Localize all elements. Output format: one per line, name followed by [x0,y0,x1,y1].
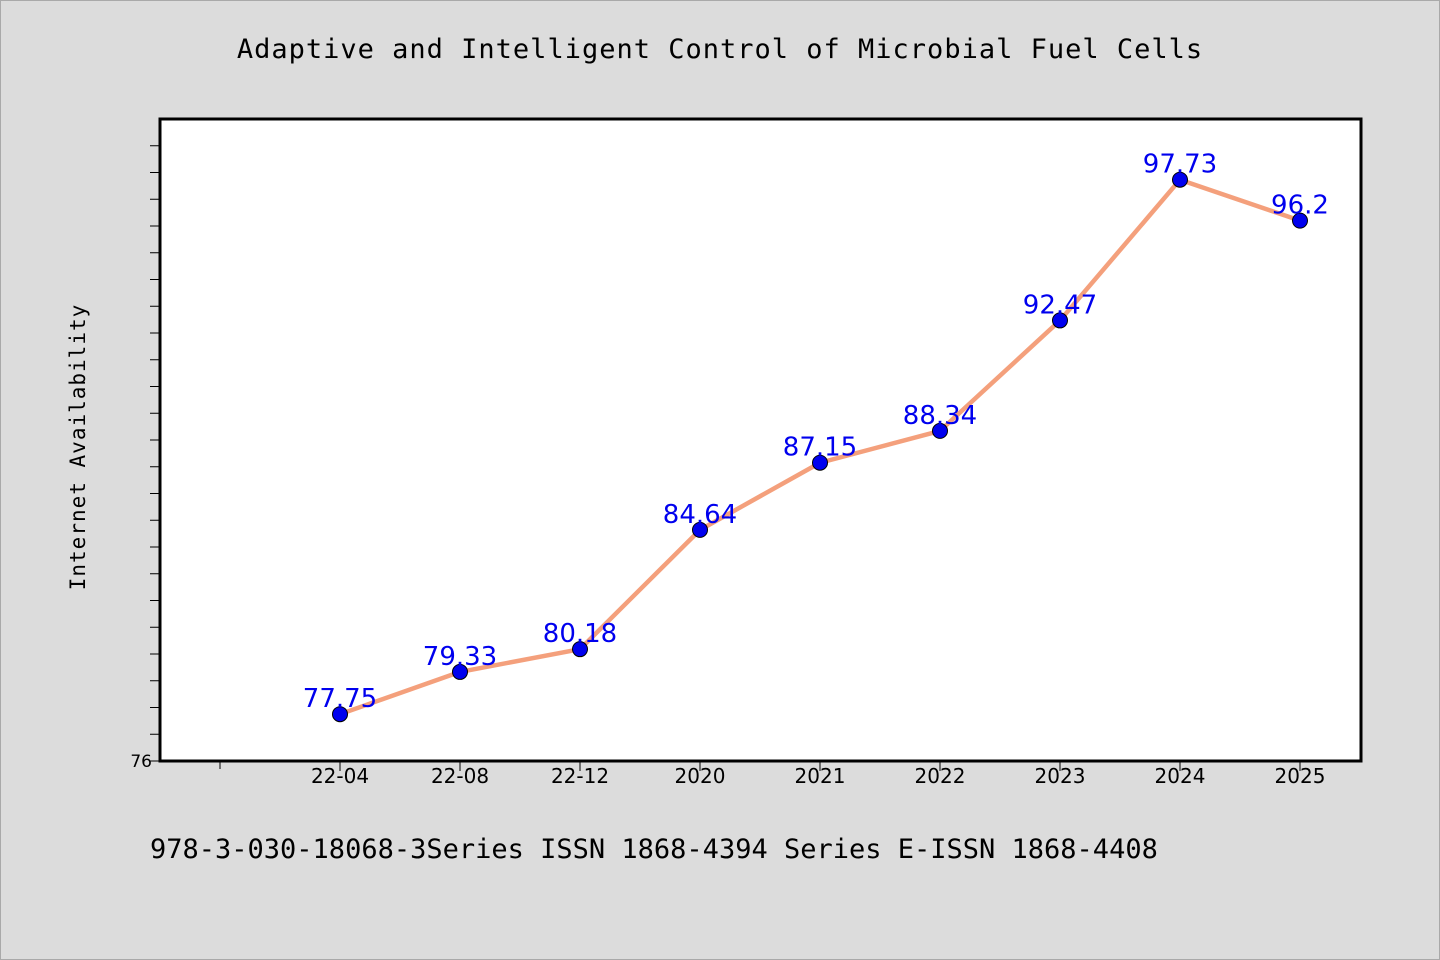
footer-isbn-text: 978-3-030-18068-3Series ISSN 1868-4394 S… [150,834,1158,865]
series-group: 77.75 79.33 80.18 84.64 87.15 88.34 92.47 97.73… [303,150,1329,723]
x-tick-label: 2021 [795,764,846,788]
data-point [1292,212,1308,229]
data-label: 77.75 [303,684,377,714]
data-label: 84.64 [663,500,737,530]
x-tick-label: 2020 [675,764,726,788]
chart-title: Adaptive and Intelligent Control of Micr… [236,34,1204,65]
x-tick-label: 2024 [1155,764,1206,788]
x-tick-label: 2025 [1275,764,1326,788]
data-label: 80.18 [543,619,617,649]
x-tick-label: 22-08 [431,764,489,788]
x-tick-label: 2022 [915,764,966,788]
data-label: 97.73 [1143,150,1217,180]
plot-area [158,117,1363,763]
data-label: 92.47 [1023,290,1097,320]
y-tick-label: 76 [130,752,152,772]
x-tick-label: 2023 [1035,764,1086,788]
x-tick-label: 22-04 [311,764,369,788]
x-axis-ticks: 22-04 22-08 22-12 2020 2021 2022 2023 2024 2025 [219,761,1326,788]
data-point [452,663,468,680]
y-axis-ticks: 76 [130,145,160,772]
data-point [812,454,828,471]
data-point [692,521,708,538]
data-label: 96.2 [1271,191,1329,221]
x-tick-label: 22-12 [551,764,609,788]
data-label: 88.34 [903,401,977,431]
data-point [1172,171,1188,188]
data-label: 87.15 [783,433,857,463]
data-label: 79.33 [423,642,497,672]
data-point [332,706,348,723]
data-point [932,422,948,439]
data-point [572,641,588,658]
data-point [1052,312,1068,329]
